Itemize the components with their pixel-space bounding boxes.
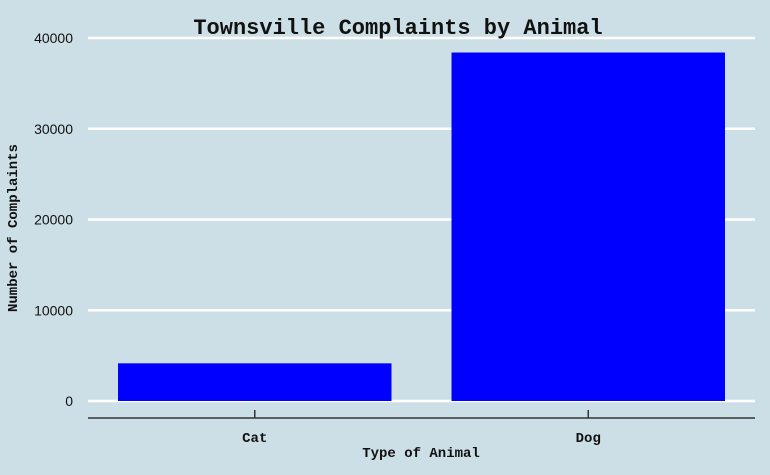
y-tick-label-4: 40000 — [34, 30, 73, 46]
x-tick-label-dog: Dog — [576, 431, 601, 447]
bars — [118, 52, 725, 402]
bar-cat — [118, 363, 392, 401]
x-axis-ticks: Cat Dog — [242, 410, 601, 447]
y-tick-label-3: 30000 — [34, 121, 73, 137]
y-tick-label-0: 0 — [65, 393, 73, 409]
y-tick-label-1: 10000 — [34, 302, 73, 318]
y-axis-title: Number of Complaints — [6, 144, 22, 312]
chart-title: Townsville Complaints by Animal — [193, 16, 602, 41]
bar-dog — [451, 52, 725, 402]
x-axis-title: Type of Animal — [362, 446, 480, 462]
y-axis-ticks: 0 10000 20000 30000 40000 — [34, 30, 73, 409]
y-tick-label-2: 20000 — [34, 212, 73, 228]
x-tick-label-cat: Cat — [242, 431, 267, 447]
